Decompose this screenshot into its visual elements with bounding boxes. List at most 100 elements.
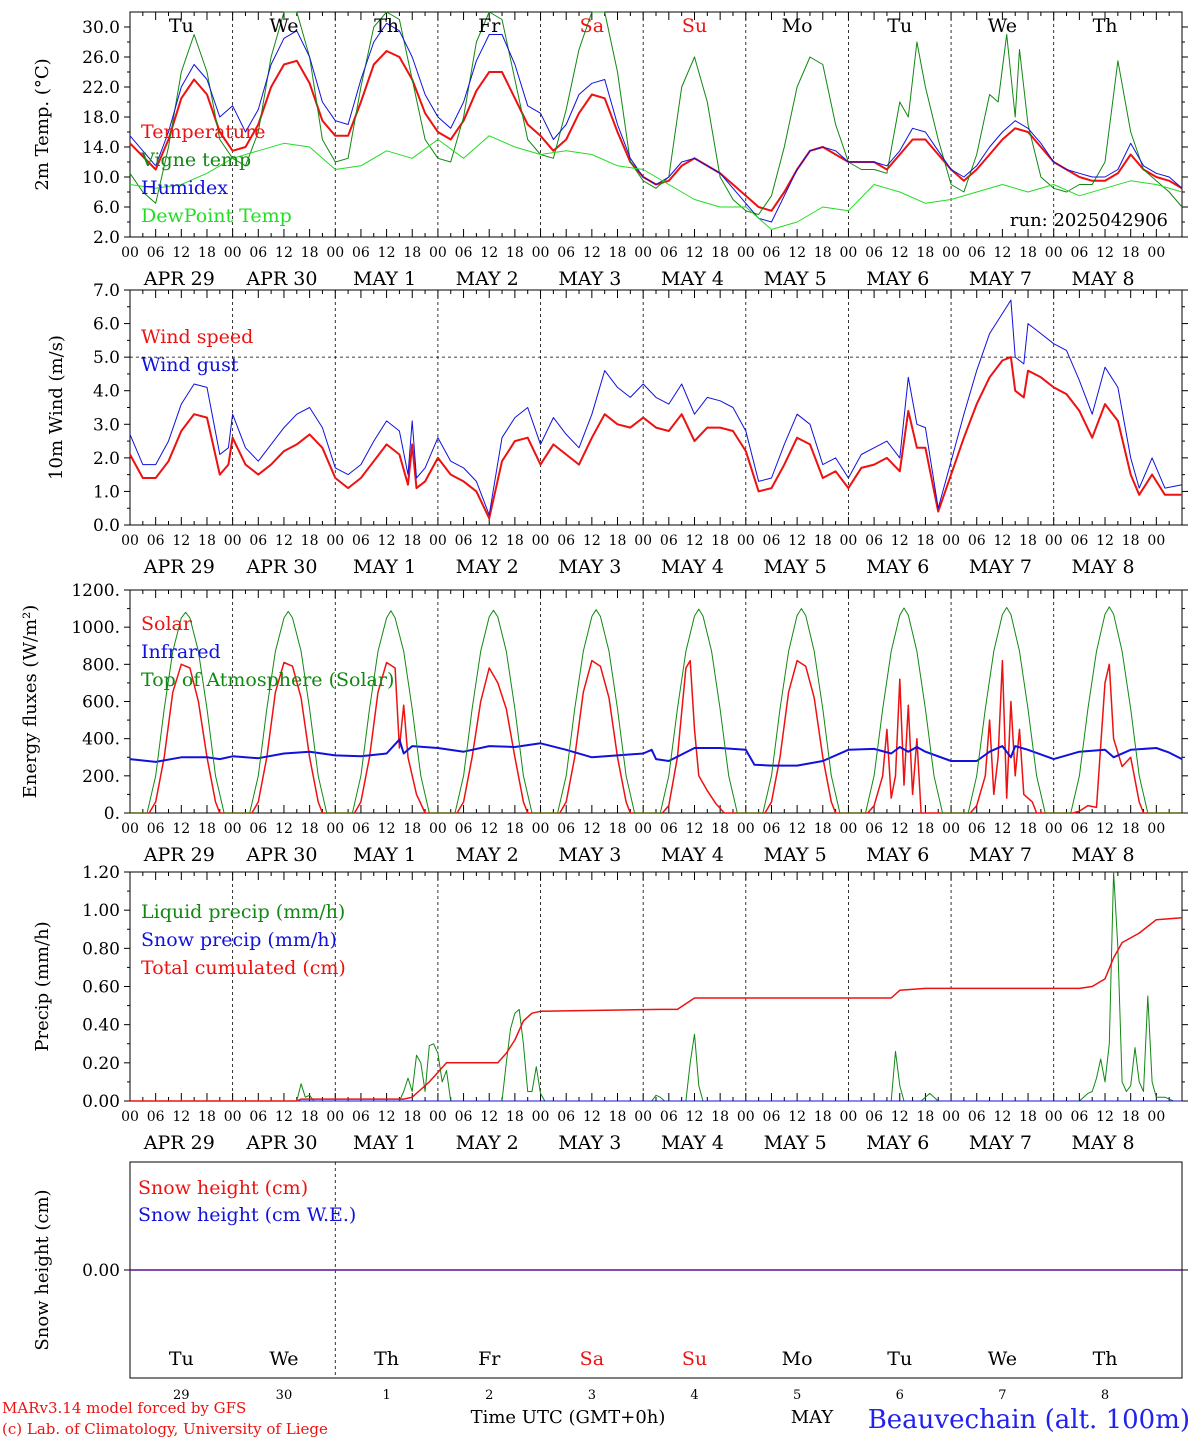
hour-label: 06 [352,1109,370,1125]
hour-label: 00 [532,821,550,837]
date-label: MAY 8 [1071,1132,1134,1154]
day-number-label: 29 [173,1388,190,1403]
date-label: MAY 7 [969,268,1032,290]
credit-model: MARv3.14 model forced by GFS [2,1399,246,1417]
y-tick-label: 7.0 [93,281,120,301]
hour-label: 12 [686,533,704,549]
hour-label: 18 [814,1109,832,1125]
hour-label: 18 [1019,245,1037,261]
hour-label: 18 [301,1109,319,1125]
hour-label: 06 [352,533,370,549]
hour-label: 00 [840,533,858,549]
weekday-label: Mo [782,1348,813,1370]
hour-label: 12 [378,533,396,549]
date-label: MAY 3 [558,556,621,578]
day-number-label: 5 [793,1388,801,1403]
hour-label: 06 [968,245,986,261]
hour-label: 06 [968,1109,986,1125]
hour-label: 18 [711,533,729,549]
y-tick-label: 1200. [71,581,120,601]
hour-label: 18 [1019,821,1037,837]
series-line [129,135,1183,230]
hour-label: 00 [1045,533,1063,549]
y-axis-label: Precip (mm/h) [32,921,53,1051]
y-tick-label: 18.0 [82,108,120,128]
hour-label: 06 [249,245,267,261]
hour-label: 12 [891,245,909,261]
hour-label: 00 [942,245,960,261]
hour-label: 18 [1122,245,1140,261]
y-tick-label: 4.0 [93,382,120,402]
hour-label: 12 [1096,533,1114,549]
hour-label: 06 [147,1109,165,1125]
hour-label: 18 [814,821,832,837]
hour-label: 00 [737,533,755,549]
hour-label: 00 [840,821,858,837]
y-tick-label: 1.00 [82,901,120,921]
hour-label: 12 [480,533,498,549]
date-label: APR 30 [245,556,317,578]
hour-label: 06 [455,821,473,837]
hour-label: 00 [1147,1109,1165,1125]
date-label: MAY 1 [353,844,416,866]
hour-label: 00 [634,1109,652,1125]
weekday-label: We [269,15,298,37]
hour-label: 06 [763,821,781,837]
series-line [129,299,1183,516]
hour-label: 06 [660,245,678,261]
hour-label: 18 [506,1109,524,1125]
y-tick-label: 0.0 [93,516,120,536]
hour-label: 12 [378,245,396,261]
day-number-label: 2 [485,1388,493,1403]
date-label: MAY 4 [661,268,724,290]
weekday-label: Sa [580,1348,604,1370]
hour-label: 12 [891,1109,909,1125]
hour-label: 06 [660,533,678,549]
hour-label: 18 [198,821,216,837]
hour-label: 00 [121,245,139,261]
hour-label: 18 [814,245,832,261]
hour-label: 18 [506,821,524,837]
day-number-label: 7 [998,1388,1006,1403]
date-label: APR 29 [143,268,215,290]
y-axis-label: 10m Wind (m/s) [46,335,67,480]
legend-entry: Wind speed [141,326,253,348]
y-tick-label: 0. [104,804,120,824]
hour-label: 18 [1122,1109,1140,1125]
hour-label: 12 [891,533,909,549]
y-tick-label: 6.0 [93,315,120,335]
y-tick-label: 1.0 [93,482,120,502]
hour-label: 12 [686,245,704,261]
date-label: MAY 6 [866,268,929,290]
weekday-label: We [988,1348,1017,1370]
hour-label: 00 [429,245,447,261]
date-label: MAY 1 [353,268,416,290]
hour-label: 06 [763,533,781,549]
hour-label: 12 [788,533,806,549]
hour-label: 00 [429,821,447,837]
hour-label: 12 [788,1109,806,1125]
day-number-label: 8 [1101,1388,1109,1403]
weekday-label: We [269,1348,298,1370]
credit-lab: (c) Lab. of Climatology, University of L… [2,1420,328,1438]
weekday-label: Fr [478,1348,501,1370]
y-tick-label: 30.0 [82,18,120,38]
hour-label: 06 [660,821,678,837]
hour-label: 06 [455,245,473,261]
hour-label: 12 [788,245,806,261]
hour-label: 12 [275,1109,293,1125]
hour-label: 00 [942,1109,960,1125]
date-label: MAY 7 [969,1132,1032,1154]
weekday-label: Tu [169,1348,194,1370]
y-tick-label: 0.60 [82,978,120,998]
legend-entry: Vigne temp [140,149,251,171]
hour-label: 06 [455,533,473,549]
date-label: MAY 7 [969,844,1032,866]
hour-label: 00 [634,533,652,549]
y-tick-label: 2.0 [93,228,120,248]
weekday-label: Su [682,15,707,37]
hour-label: 18 [711,245,729,261]
hour-label: 18 [609,821,627,837]
legend-entry: Total cumulated (cm) [141,957,346,979]
hour-label: 06 [1070,533,1088,549]
